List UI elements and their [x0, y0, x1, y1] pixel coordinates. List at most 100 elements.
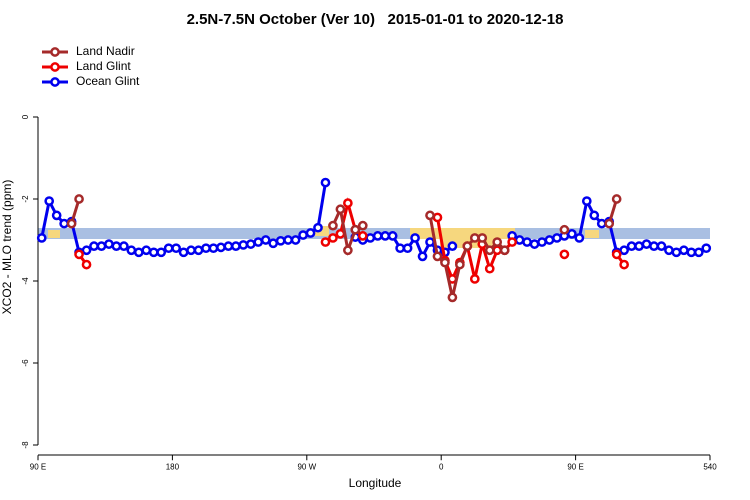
- data-point: [81, 245, 92, 256]
- y-tick-label: 0: [21, 114, 30, 119]
- data-point: [163, 243, 174, 254]
- data-point: [74, 194, 84, 204]
- data-point: [432, 212, 443, 223]
- data-point: [649, 241, 659, 251]
- data-point: [275, 235, 286, 246]
- data-point: [499, 245, 510, 256]
- data-point: [335, 204, 346, 215]
- data-point: [313, 222, 323, 233]
- data-point: [656, 241, 667, 251]
- data-point: [208, 243, 219, 254]
- data-point: [89, 241, 99, 251]
- data-point: [74, 249, 84, 260]
- legend-label: Land Glint: [76, 59, 131, 73]
- chart-title: 2.5N-7.5N October (Ver 10) 2015-01-01 to…: [187, 11, 564, 28]
- data-point: [343, 245, 353, 256]
- data-point: [596, 218, 607, 229]
- data-point: [216, 242, 226, 253]
- data-point: [268, 238, 279, 249]
- data-point: [581, 196, 592, 206]
- series-line: [77, 197, 626, 283]
- data-point: [626, 241, 637, 251]
- legend-label: Land Nadir: [76, 44, 135, 58]
- data-point: [544, 235, 555, 245]
- data-point: [507, 237, 517, 247]
- legend-item: Ocean Glint: [42, 74, 140, 88]
- y-tick-label: -6: [21, 359, 30, 367]
- y-tick-label: -8: [21, 441, 30, 449]
- data-point: [231, 241, 241, 251]
- legend-item: Land Nadir: [42, 44, 135, 58]
- x-axis-label: Longitude: [349, 476, 402, 490]
- data-point: [522, 237, 532, 247]
- data-point: [350, 224, 361, 235]
- data-point: [253, 237, 264, 247]
- data-point: [290, 235, 301, 245]
- y-axis-label: XCO2 - MLO trend (ppm): [0, 180, 14, 315]
- data-point: [36, 233, 47, 243]
- data-point: [417, 251, 428, 262]
- legend-label: Ocean Glint: [76, 74, 140, 88]
- data-point: [171, 243, 181, 254]
- data-point: [537, 237, 547, 247]
- data-point: [477, 233, 488, 243]
- data-point: [201, 243, 211, 254]
- data-point: [462, 241, 473, 251]
- data-point: [59, 218, 69, 229]
- data-point: [455, 259, 465, 270]
- data-point: [514, 235, 525, 245]
- data-point: [664, 245, 674, 256]
- data-point: [559, 249, 570, 260]
- data-point: [589, 210, 600, 221]
- data-point: [365, 233, 376, 243]
- data-point: [44, 196, 55, 206]
- data-point: [320, 237, 331, 247]
- legend-marker: [50, 77, 60, 87]
- data-point: [425, 210, 435, 221]
- data-point: [193, 245, 204, 256]
- data-point: [343, 198, 353, 208]
- y-tick-label: -4: [21, 277, 30, 285]
- x-tick-label: 180: [166, 462, 180, 471]
- data-point: [51, 210, 62, 221]
- data-point: [387, 231, 398, 241]
- data-point: [559, 224, 570, 235]
- data-point: [328, 233, 338, 243]
- data-point: [469, 233, 480, 243]
- data-point: [679, 245, 689, 256]
- x-tick-label: 90 W: [297, 462, 316, 471]
- data-point: [604, 218, 615, 229]
- data-point: [133, 247, 144, 258]
- data-point: [148, 247, 159, 258]
- data-point: [395, 243, 405, 254]
- x-tick-label: 90 E: [567, 462, 583, 471]
- data-point: [328, 220, 338, 231]
- data-point: [156, 247, 167, 258]
- data-point: [440, 257, 450, 268]
- data-point: [119, 241, 129, 251]
- data-point: [492, 245, 503, 256]
- data-point: [283, 235, 293, 245]
- data-point: [357, 220, 368, 231]
- data-point: [447, 292, 458, 303]
- data-point: [619, 245, 629, 256]
- data-point: [126, 245, 137, 256]
- data-point: [81, 259, 92, 270]
- data-point: [432, 251, 443, 262]
- data-point: [357, 231, 368, 241]
- data-point: [305, 228, 316, 238]
- data-point: [425, 237, 435, 247]
- x-tick-label: 0: [439, 462, 444, 471]
- data-point: [552, 233, 562, 243]
- data-point: [111, 241, 122, 251]
- data-point: [402, 243, 413, 254]
- data-point: [701, 243, 712, 254]
- data-point: [223, 241, 234, 251]
- data-point: [66, 218, 77, 229]
- data-point: [634, 241, 644, 251]
- data-point: [611, 249, 622, 260]
- legend-marker: [50, 62, 60, 72]
- data-point: [611, 194, 622, 204]
- data-point: [529, 239, 540, 249]
